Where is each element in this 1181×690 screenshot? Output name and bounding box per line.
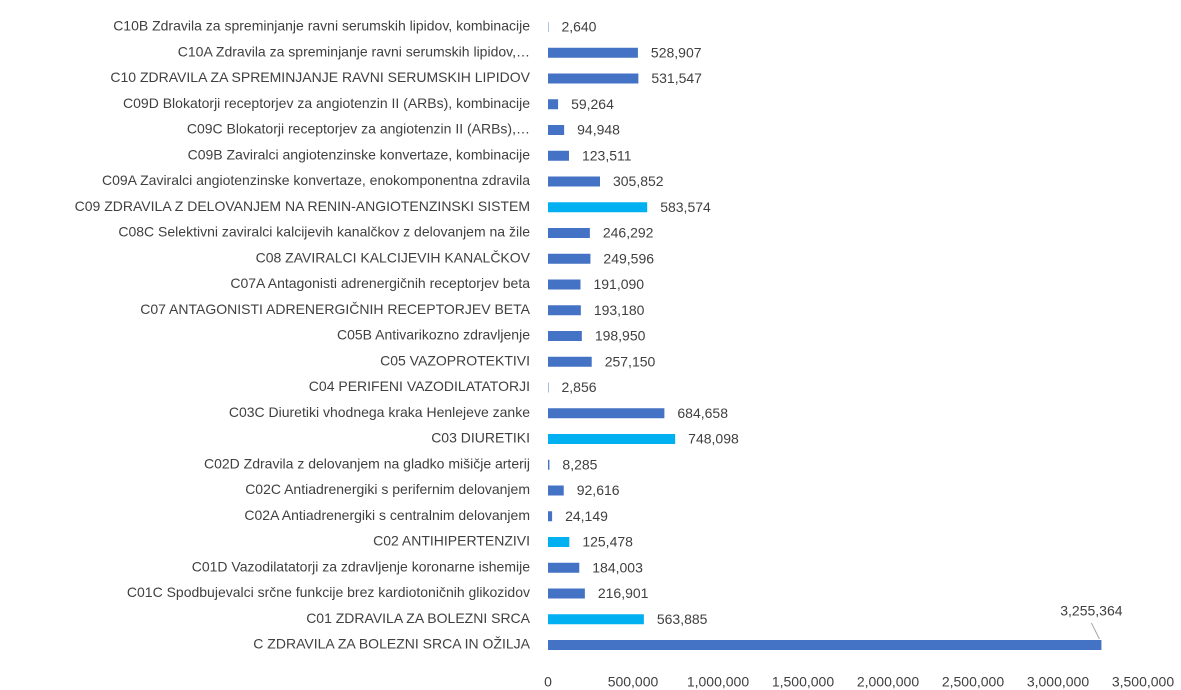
- y-tick-label: C09B Zaviralci angiotenzinske konvertaze…: [188, 146, 531, 162]
- value-label: 198,950: [595, 328, 646, 344]
- x-tick-label: 1,500,000: [772, 674, 834, 690]
- value-label: 3,255,364: [1060, 603, 1122, 619]
- x-tick-label: 3,000,000: [1027, 674, 1089, 690]
- bar: [548, 562, 580, 573]
- bar: [548, 459, 550, 470]
- value-label: 24,149: [565, 508, 608, 524]
- bar: [548, 279, 581, 290]
- value-label: 2,640: [561, 19, 596, 35]
- y-tick-label: C10B Zdravila za spreminjanje ravni seru…: [113, 18, 530, 34]
- y-tick-label: C05 VAZOPROTEKTIVI: [380, 352, 530, 368]
- bar: [548, 202, 648, 213]
- bar: [548, 125, 565, 135]
- x-tick-label: 3,500,000: [1112, 674, 1174, 690]
- y-tick-label: C01 ZDRAVILA ZA BOLEZNI SRCA: [306, 610, 530, 626]
- bar: [548, 356, 592, 367]
- value-label: 125,478: [582, 534, 633, 550]
- y-tick-label: C07A Antagonisti adrenergičnih receptorj…: [230, 275, 530, 291]
- x-tick-label: 2,000,000: [857, 674, 919, 690]
- y-tick-label: C08 ZAVIRALCI KALCIJEVIH KANALČKOV: [256, 249, 531, 265]
- value-label: 92,616: [577, 482, 620, 498]
- value-label: 191,090: [593, 276, 644, 292]
- value-label: 531,547: [651, 70, 702, 86]
- y-tick-label: C03 DIURETIKI: [431, 430, 530, 446]
- bar: [548, 305, 581, 316]
- value-label: 193,180: [594, 302, 645, 318]
- bar: [548, 537, 570, 547]
- y-tick-label: C09D Blokatorji receptorjev za angiotenz…: [123, 95, 530, 111]
- y-tick-label: C08C Selektivni zaviralci kalcijevih kan…: [118, 224, 530, 240]
- bar: [548, 485, 564, 496]
- value-label: 246,292: [603, 225, 654, 241]
- value-label: 249,596: [603, 250, 654, 266]
- value-label: 94,948: [577, 122, 620, 138]
- bar: [548, 408, 665, 419]
- bar: [548, 73, 639, 84]
- value-label: 305,852: [613, 173, 664, 189]
- bar: [548, 176, 600, 187]
- value-label: 216,901: [598, 585, 649, 601]
- y-tick-label: C10 ZDRAVILA ZA SPREMINJANJE RAVNI SERUM…: [110, 69, 530, 85]
- leader-line: [1090, 622, 1100, 640]
- value-label: 257,150: [605, 353, 656, 369]
- x-tick-label: 500,000: [608, 674, 659, 690]
- value-label: 2,856: [561, 379, 596, 395]
- y-tick-label: C05B Antivarikozno zdravljenje: [337, 327, 530, 343]
- x-tick-label: 2,500,000: [942, 674, 1004, 690]
- value-label: 748,098: [688, 431, 739, 447]
- bar: [548, 331, 582, 341]
- value-label: 123,511: [582, 147, 632, 163]
- y-tick-label: C09A Zaviralci angiotenzinske konvertaze…: [102, 172, 530, 188]
- y-tick-label: C02A Antiadrenergiki s centralnim delova…: [244, 507, 530, 523]
- value-label: 583,574: [660, 199, 711, 215]
- y-tick-label: C10A Zdravila za spreminjanje ravni seru…: [178, 43, 530, 59]
- x-tick-label: 1,000,000: [687, 674, 749, 690]
- y-tick-label: C03C Diuretiki vhodnega kraka Henlejeve …: [229, 404, 530, 420]
- y-tick-label: C02D Zdravila z delovanjem na gladko miš…: [204, 455, 530, 471]
- bar: [548, 99, 559, 110]
- value-label: 184,003: [592, 559, 643, 575]
- value-label: 563,885: [657, 611, 708, 627]
- bar: [548, 253, 591, 264]
- bar: [548, 150, 569, 161]
- bar: [548, 434, 676, 444]
- bar: [548, 47, 638, 58]
- y-tick-label: C09 ZDRAVILA Z DELOVANJEM NA RENIN-ANGIO…: [75, 198, 530, 214]
- x-tick-label: 0: [544, 674, 552, 690]
- y-tick-label: C01D Vazodilatatorji za zdravljenje koro…: [192, 558, 530, 574]
- y-tick-label: C02 ANTIHIPERTENZIVI: [373, 533, 530, 549]
- value-label: 684,658: [677, 405, 728, 421]
- y-tick-label: C01C Spodbujevalci srčne funkcije brez k…: [127, 584, 530, 600]
- bar: [548, 614, 644, 625]
- value-label: 528,907: [651, 44, 702, 60]
- bar: [548, 511, 553, 522]
- y-tick-label: C09C Blokatorji receptorjev za angiotenz…: [187, 121, 530, 137]
- value-label: 59,264: [571, 96, 614, 112]
- bar: [548, 640, 1102, 650]
- y-tick-label: C04 PERIFENI VAZODILATATORJI: [309, 378, 530, 394]
- bar: [548, 228, 590, 238]
- bar: [548, 588, 585, 599]
- value-label: 8,285: [562, 456, 597, 472]
- y-tick-label: C ZDRAVILA ZA BOLEZNI SRCA IN OŽILJA: [253, 636, 530, 652]
- y-tick-label: C07 ANTAGONISTI ADRENERGIČNIH RECEPTORJE…: [140, 301, 530, 317]
- y-tick-label: C02C Antiadrenergiki s perifernim delova…: [245, 481, 530, 497]
